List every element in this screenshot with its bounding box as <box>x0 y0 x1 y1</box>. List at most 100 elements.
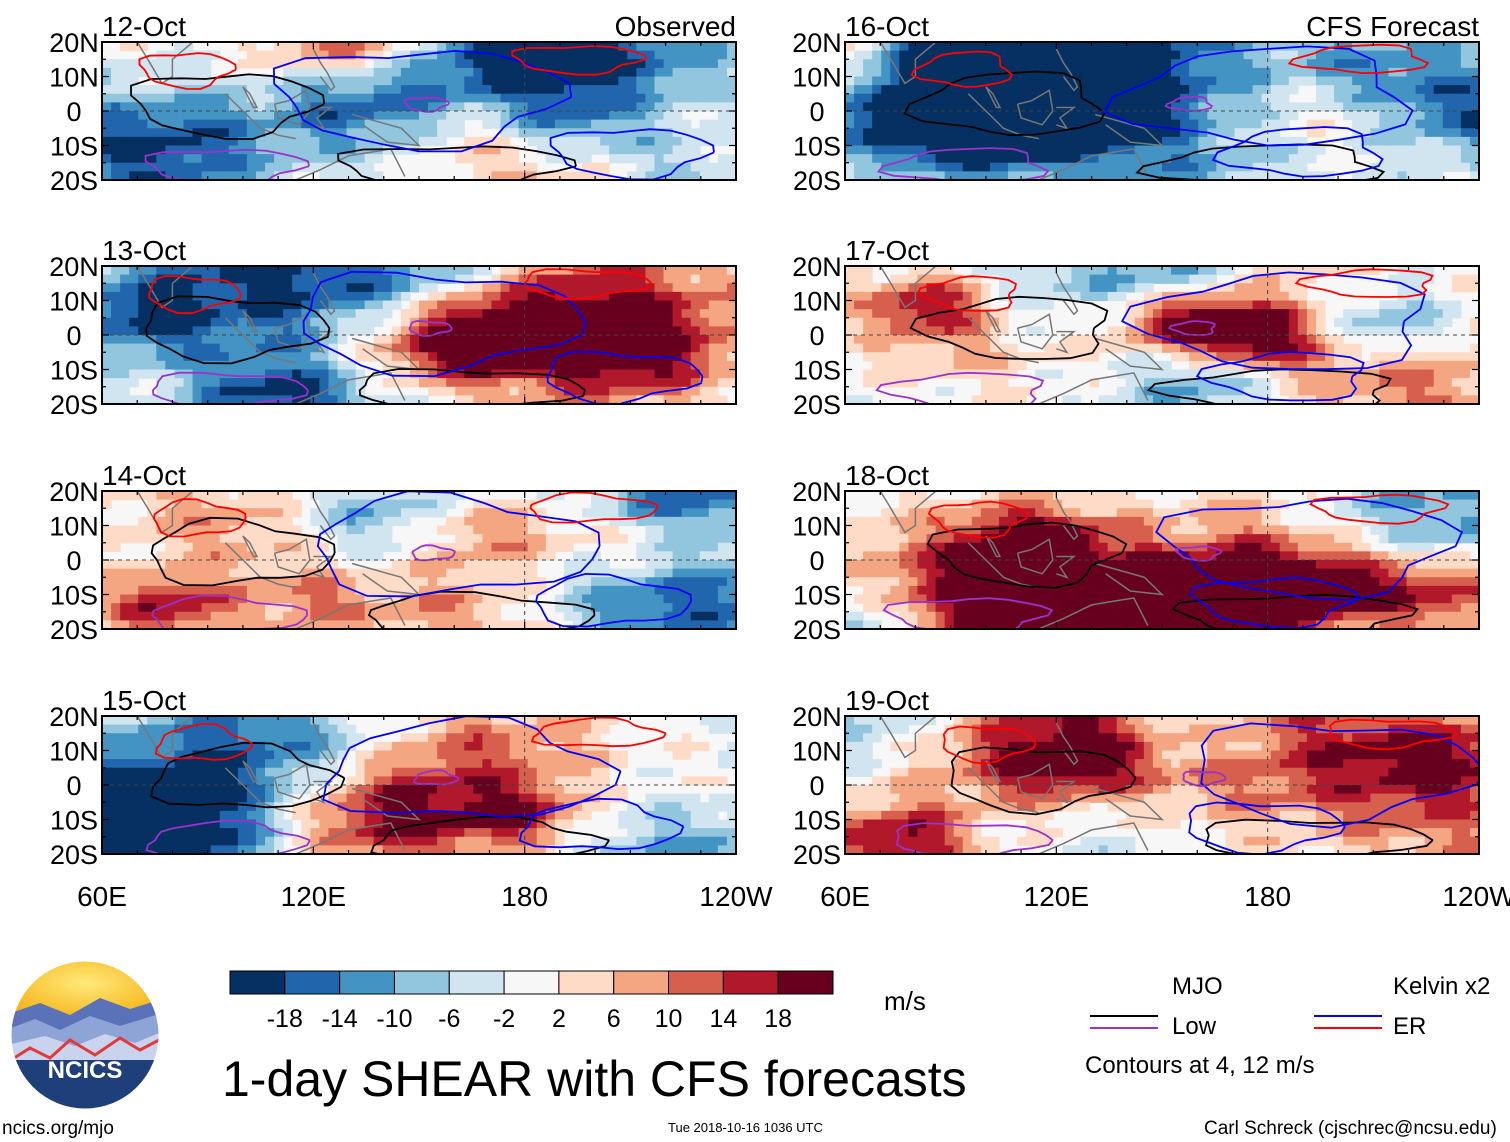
logo-text: NCICS <box>48 1057 123 1084</box>
lat-tick-label: 20S <box>50 390 98 420</box>
colorbar-tick-label: 18 <box>764 1005 792 1033</box>
coastlines <box>879 716 1165 854</box>
wave-contours <box>882 493 1464 629</box>
shear-field <box>845 491 1479 629</box>
legend-label-low: Low <box>1172 1013 1217 1040</box>
lat-tick-label: 10S <box>50 806 98 836</box>
colorbar-tick-label: -2 <box>493 1005 515 1033</box>
lat-tick-label: 10S <box>793 581 841 611</box>
colorbar-tick-label: 2 <box>552 1005 566 1033</box>
wave-contours <box>875 268 1434 404</box>
colorbar-swatch <box>613 970 670 995</box>
legend-line-er <box>1314 1027 1382 1029</box>
lon-tick-label: 180 <box>1244 881 1291 912</box>
colorbar-tick-label: 10 <box>655 1005 683 1033</box>
lat-tick-label: 20N <box>49 28 99 58</box>
lon-tick-label: 120E <box>1024 881 1089 912</box>
panel-date-label: 18-Oct <box>845 460 929 491</box>
panel-date-label: 16-Oct <box>845 11 929 42</box>
lat-tick-label: 0 <box>66 546 81 576</box>
lon-tick-label: 60E <box>820 881 870 912</box>
shear-field <box>845 266 1479 404</box>
lat-tick-label: 20N <box>792 702 842 732</box>
lon-tick-label: 180 <box>501 881 548 912</box>
lat-tick-label: 20N <box>792 477 842 507</box>
colorbar-tick-label: 6 <box>607 1005 621 1033</box>
colorbar-swatch <box>339 970 395 995</box>
lat-tick-label: 20N <box>49 477 99 507</box>
lat-tick-label: 20N <box>792 252 842 282</box>
ncics-logo: NCICS <box>10 960 160 1110</box>
lon-tick-label: 60E <box>77 881 127 912</box>
lat-tick-label: 0 <box>809 321 824 351</box>
lon-tick-label: 120E <box>281 881 346 912</box>
lat-tick-label: 10N <box>49 512 99 542</box>
legend-line-kelvin <box>1314 1015 1382 1017</box>
wave-contours <box>876 43 1430 180</box>
footer-credit: Carl Schreck (cjschrec@ncsu.edu) <box>1204 1118 1497 1139</box>
shear-field <box>845 42 1479 180</box>
colorbar-swatch <box>558 970 615 995</box>
wave-contours <box>130 45 715 180</box>
colorbar-swatch <box>448 970 505 995</box>
colorbar: -18 -14 -10 -6 -2 2 6 10 14 18 <box>229 970 834 1033</box>
lat-tick-label: 0 <box>66 771 81 801</box>
colorbar-tick-label: -10 <box>376 1005 412 1033</box>
panel-date-label: 15-Oct <box>102 685 186 716</box>
lat-tick-label: 10S <box>50 581 98 611</box>
coastlines <box>879 42 1165 180</box>
colorbar-tick-label: 14 <box>709 1005 737 1033</box>
footer-website[interactable]: ncics.org/mjo <box>2 1118 114 1139</box>
panel-date-label: 13-Oct <box>102 235 186 266</box>
shear-field <box>845 716 1479 854</box>
lon-tick-label: 120W <box>1442 881 1510 912</box>
lat-tick-label: 0 <box>66 321 81 351</box>
colorbar-tick-label: -14 <box>322 1005 358 1033</box>
legend-label-kelvin: Kelvin x2 <box>1393 973 1491 1000</box>
lat-tick-label: 20N <box>792 28 842 58</box>
coastlines <box>879 266 1165 404</box>
colorbar-swatch <box>722 970 779 995</box>
legend-line-mjo <box>1090 1015 1158 1017</box>
lat-tick-label: 10S <box>50 132 98 162</box>
shear-field <box>102 42 736 180</box>
colorbar-swatch <box>777 970 834 995</box>
lat-tick-label: 20S <box>50 615 98 645</box>
legend-label-er: ER <box>1393 1013 1427 1040</box>
lat-tick-label: 20S <box>793 390 841 420</box>
lat-tick-label: 10N <box>49 63 99 93</box>
legend-label-mjo: MJO <box>1172 973 1223 1000</box>
wave-contours <box>150 491 692 629</box>
panel-source-label: Observed <box>615 11 736 42</box>
lon-tick-label: 120W <box>699 881 773 912</box>
lat-tick-label: 10N <box>792 287 842 317</box>
footer-timestamp: Tue 2018-10-16 1036 UTC <box>668 1120 823 1135</box>
colorbar-tick-label: -18 <box>267 1005 303 1033</box>
lat-tick-label: 20S <box>793 615 841 645</box>
panel-date-label: 17-Oct <box>845 235 929 266</box>
lat-tick-label: 20S <box>50 166 98 196</box>
colorbar-swatch <box>229 970 286 995</box>
panel-date-label: 14-Oct <box>102 460 186 491</box>
panel-12-oct: 12-Oct Observed 20N 10N 0 10S 20S <box>49 11 737 196</box>
lat-tick-label: 10N <box>49 287 99 317</box>
contour-note: Contours at 4, 12 m/s <box>1085 1052 1315 1079</box>
lat-tick-label: 10N <box>792 512 842 542</box>
colorbar-tick-label: -6 <box>438 1005 460 1033</box>
lat-tick-label: 20N <box>49 252 99 282</box>
shear-field <box>102 716 736 854</box>
lat-tick-label: 0 <box>66 97 81 127</box>
colorbar-swatch <box>284 970 341 995</box>
coastlines <box>879 491 1165 629</box>
lat-tick-label: 20S <box>50 840 98 870</box>
lat-tick-label: 0 <box>809 771 824 801</box>
lat-tick-label: 10S <box>793 132 841 162</box>
colorbar-swatch <box>503 970 560 995</box>
lat-tick-label: 20N <box>49 702 99 732</box>
